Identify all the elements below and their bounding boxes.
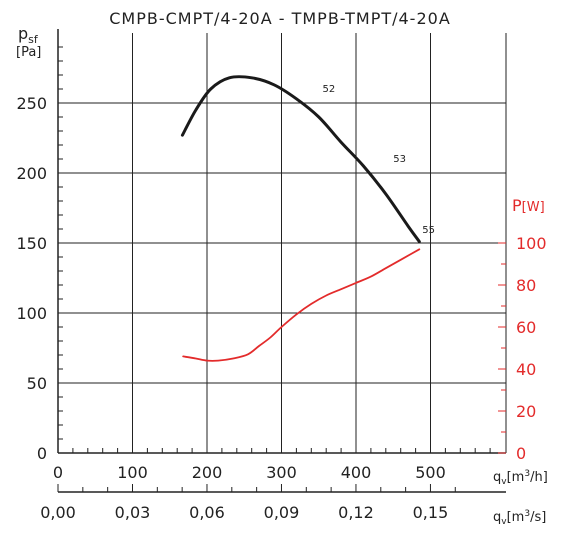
left-axis-label: psf: [18, 24, 39, 46]
left-axis-ticks: 0 50 100 150 200 250: [16, 94, 47, 463]
x-tick-label: 0: [53, 463, 63, 482]
right-tick-label: 40: [516, 360, 536, 379]
chart-series: [180, 75, 421, 362]
x-tick-label: 500: [415, 463, 446, 482]
curve-annotation: 53: [393, 154, 406, 165]
right-tick-label: 0: [516, 444, 526, 463]
x-axis-secondary-ticks: 0,00 0,03 0,06 0,09 0,12 0,15: [40, 503, 448, 522]
x-axis-label: qv[m3/h]: [493, 469, 548, 487]
x-tick-label: 100: [117, 463, 148, 482]
chart-grid: [57, 29, 507, 493]
left-tick-label: 200: [16, 164, 47, 183]
right-axis-label: P[W]: [512, 196, 545, 215]
curve-annotation: 52: [322, 84, 335, 95]
x2-tick-label: 0,03: [115, 503, 151, 522]
left-tick-label: 0: [37, 444, 47, 463]
x2-tick-label: 0,06: [189, 503, 225, 522]
curve-annotations: 52 53 55: [322, 84, 435, 236]
chart-title: CMPB-CMPT/4-20A - TMPB-TMPT/4-20A: [109, 9, 451, 28]
x-axis-secondary-label: qv[m3/s]: [493, 509, 546, 527]
left-tick-label: 100: [16, 304, 47, 323]
x-tick-label: 200: [192, 463, 223, 482]
right-tick-label: 100: [516, 234, 547, 253]
x-tick-label: 400: [341, 463, 372, 482]
x2-tick-label: 0,15: [413, 503, 449, 522]
x2-tick-label: 0,00: [40, 503, 76, 522]
right-tick-label: 80: [516, 276, 536, 295]
x-axis-ticks: 0 100 200 300 400 500: [53, 463, 446, 482]
right-axis-ticks: 0 20 40 60 80 100: [516, 234, 547, 463]
right-tick-label: 20: [516, 402, 536, 421]
curve-annotation: 55: [422, 225, 435, 236]
left-tick-label: 250: [16, 94, 47, 113]
pressure-curve: [180, 75, 421, 244]
x2-tick-label: 0,12: [338, 503, 374, 522]
x-tick-label: 300: [266, 463, 297, 482]
left-axis-unit: [Pa]: [16, 45, 41, 60]
left-tick-label: 150: [16, 234, 47, 253]
left-tick-label: 50: [27, 374, 47, 393]
right-tick-label: 60: [516, 318, 536, 337]
x2-tick-label: 0,09: [264, 503, 300, 522]
power-curve: [182, 248, 421, 362]
